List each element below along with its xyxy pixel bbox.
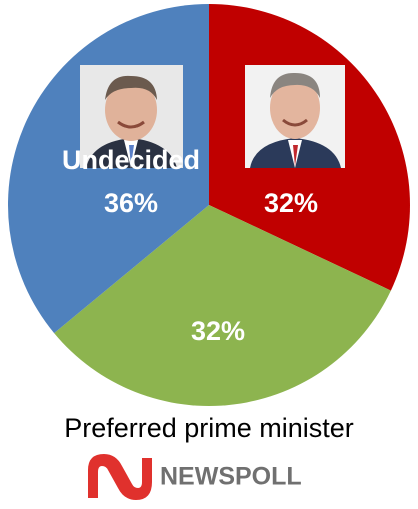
value-label: 32% [191, 316, 245, 346]
slice-label: Undecided [62, 145, 200, 175]
pie-slice [54, 205, 391, 406]
source-label: NEWSPOLL [160, 463, 302, 491]
value-label: 36% [104, 188, 158, 218]
photo-right [245, 65, 345, 168]
photo-left [80, 65, 183, 168]
chart-title: Preferred prime minister [64, 413, 354, 443]
value-label: 32% [264, 188, 318, 218]
logo: NEWSPOLL [88, 454, 302, 500]
